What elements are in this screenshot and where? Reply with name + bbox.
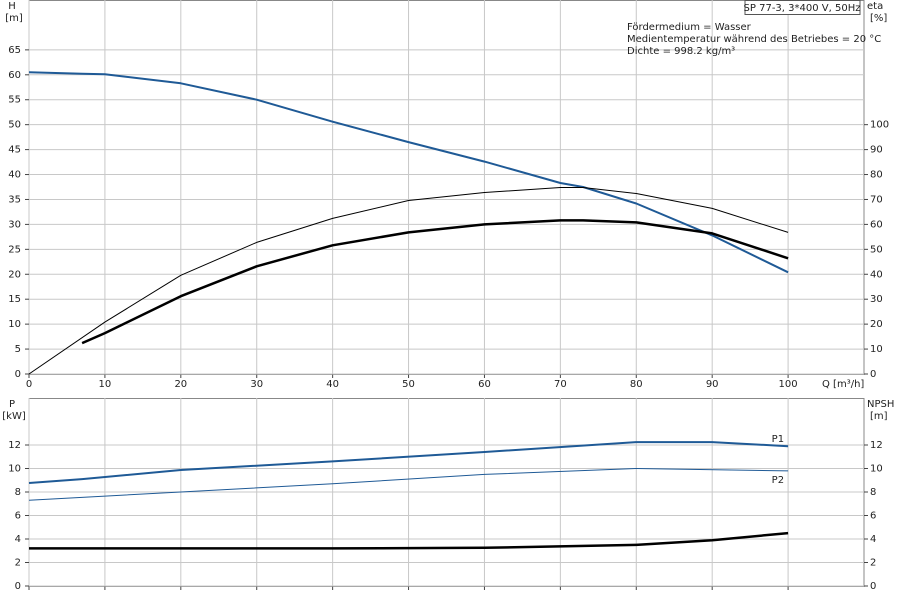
x-tick-label: 10 [99,379,112,390]
y-tick-label: 50 [8,120,21,131]
data-line [28,468,789,501]
y-tick-label: 10 [8,319,21,330]
annotation: Fördermedium = Wasser [627,22,752,33]
y-tick-label: 60 [8,70,21,81]
data-line [29,531,789,550]
x-tick-label: 60 [478,379,491,390]
y-axis-label: H [8,1,16,12]
y2-axis-unit: [m] [870,411,888,422]
y-tick-label: 30 [8,219,21,230]
y2-axis-unit: [%] [870,13,887,24]
y-tick-label: 2 [15,558,21,569]
y2-tick-label: 60 [870,219,883,230]
y-tick-label: 8 [15,487,21,498]
y2-tick-label: 70 [870,194,883,205]
y2-tick-label: 8 [870,487,876,498]
y2-tick-label: 30 [870,294,883,305]
label-box-text: SP 77-3, 3*400 V, 50Hz [744,3,861,14]
annotation: Medientemperatur während des Betriebes =… [627,34,881,45]
y2-axis-label: NPSH [867,399,894,410]
y2-tick-label: 10 [870,344,883,355]
y2-tick-label: 2 [870,558,876,569]
y-tick-label: 4 [15,534,21,545]
x-axis-label: Q [m³/h] [822,379,864,390]
x-tick-label: 30 [250,379,263,390]
y2-tick-label: 20 [870,319,883,330]
y-tick-label: 45 [8,145,21,156]
y2-tick-label: 100 [870,120,889,131]
data-line [28,71,789,274]
y2-tick-label: 90 [870,145,883,156]
y2-tick-label: 4 [870,534,876,545]
y2-axis-label: eta [867,1,883,12]
x-tick-label: 50 [402,379,415,390]
y-tick-label: 12 [8,440,21,451]
y-axis-unit: [m] [5,13,23,24]
y-tick-label: 6 [15,511,21,522]
series-label: P2 [772,475,784,486]
y-tick-label: 25 [8,244,21,255]
y-tick-label: 55 [8,95,21,106]
label-box [744,0,861,15]
y2-tick-label: 40 [870,269,883,280]
y-tick-label: 40 [8,170,21,181]
annotation: Dichte = 998.2 kg/m³ [627,46,735,57]
y2-tick-label: 80 [870,170,883,181]
y-tick-label: 15 [8,294,21,305]
x-tick-label: 100 [779,379,798,390]
y2-tick-label: 10 [870,464,883,475]
data-line [28,187,789,375]
y2-tick-label: 50 [870,244,883,255]
x-tick-label: 20 [174,379,187,390]
y-tick-label: 35 [8,194,21,205]
x-tick-label: 70 [554,379,567,390]
y-tick-label: 10 [8,464,21,475]
series-label: P1 [772,434,784,445]
y2-tick-label: 0 [870,369,876,380]
x-tick-label: 90 [706,379,719,390]
x-tick-label: 80 [630,379,643,390]
data-line [28,441,789,484]
data-line [81,219,789,345]
x-tick-label: 40 [326,379,339,390]
y-axis-label: P [9,399,15,410]
y-tick-label: 65 [8,45,21,56]
y2-tick-label: 0 [870,581,876,592]
y-tick-label: 5 [15,344,21,355]
y-tick-label: 0 [15,581,21,592]
y2-tick-label: 12 [870,440,883,451]
y-tick-label: 0 [15,369,21,380]
y2-tick-label: 6 [870,511,876,522]
x-tick-label: 0 [26,379,32,390]
y-tick-label: 20 [8,269,21,280]
y-axis-unit: [kW] [2,411,26,422]
plot-frame [28,0,865,375]
